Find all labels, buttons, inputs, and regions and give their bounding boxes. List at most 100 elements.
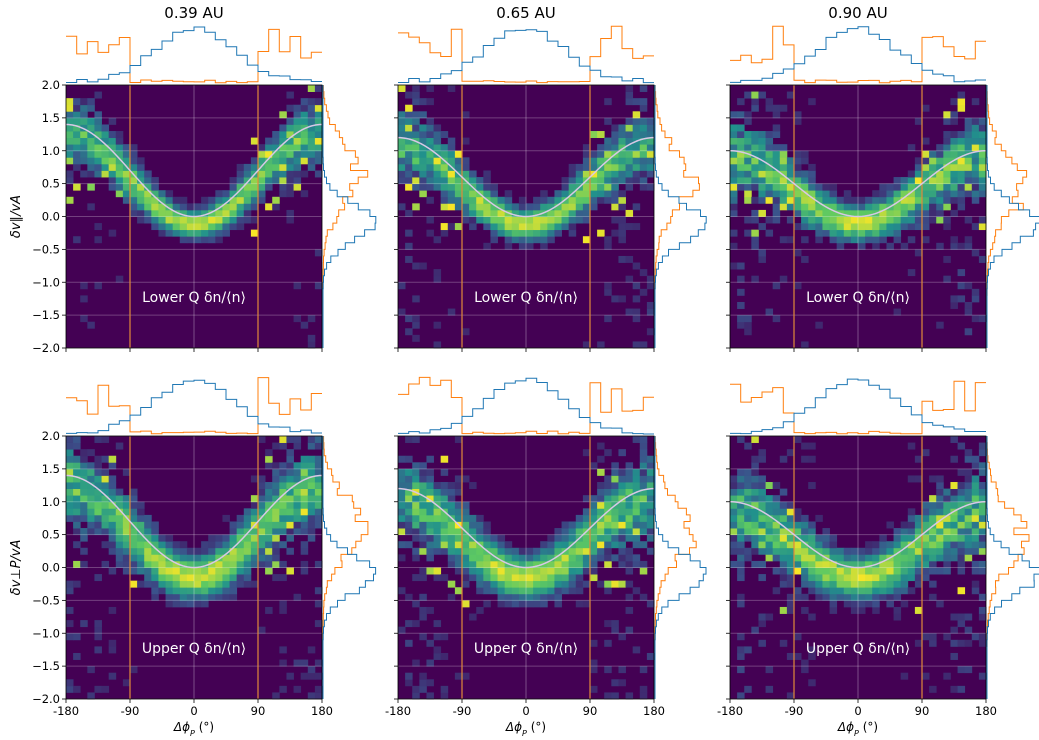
heatmap-cell <box>307 111 316 119</box>
heatmap-cell <box>236 541 245 549</box>
heatmap-cell <box>412 85 420 92</box>
heatmap-cell <box>179 574 188 582</box>
heatmap-cell <box>426 534 434 542</box>
heatmap-cell <box>737 111 745 119</box>
heatmap-cell <box>130 541 138 549</box>
heatmap-cell <box>829 196 838 204</box>
heatmap-cell <box>504 554 513 562</box>
heatmap-cell <box>554 534 562 542</box>
heatmap-cell <box>808 547 816 555</box>
heatmap-cell <box>611 508 619 516</box>
heatmap-cell <box>87 514 95 522</box>
heatmap-cell <box>957 203 966 211</box>
heatmap-cell <box>971 541 980 549</box>
heatmap-cell <box>73 514 81 522</box>
heatmap-cell <box>964 131 973 139</box>
heatmap-cell <box>744 111 752 119</box>
heatmap-cell <box>440 229 449 237</box>
heatmap-cell <box>66 508 74 516</box>
heatmap-cell <box>279 560 287 568</box>
heatmap-cell <box>815 514 823 522</box>
heatmap-cell <box>426 606 434 614</box>
heatmap-cell <box>815 190 823 198</box>
heatmap-cell <box>533 593 541 601</box>
heatmap-cell <box>272 137 280 145</box>
heatmap-cell <box>625 183 634 191</box>
heatmap-cell <box>179 587 188 595</box>
heatmap-cell <box>412 295 420 303</box>
heatmap-cell <box>73 104 81 112</box>
heatmap-cell <box>561 574 570 582</box>
heatmap-cell <box>80 282 88 290</box>
heatmap-cell <box>87 468 95 476</box>
heatmap-cell <box>978 137 987 145</box>
heatmap-cell <box>215 560 223 568</box>
heatmap-cell <box>307 508 316 516</box>
heatmap-cell <box>293 495 302 503</box>
heatmap-cell <box>836 587 845 595</box>
heatmap-cell <box>258 150 266 158</box>
heatmap-cell <box>843 574 852 582</box>
heatmap-cell <box>843 196 852 204</box>
heatmap-cell <box>272 462 280 470</box>
heatmap-cell <box>412 468 420 476</box>
heatmap-cell <box>568 203 577 211</box>
heatmap-cell <box>646 144 655 152</box>
heatmap-cell <box>801 547 809 555</box>
heatmap-cell <box>618 131 626 139</box>
heatmap-cell <box>490 587 498 595</box>
heatmap-cell <box>957 104 966 112</box>
heatmap-cell <box>151 216 159 224</box>
heatmap-cell <box>751 183 759 191</box>
heatmap-cell <box>454 196 463 204</box>
heatmap-cell <box>772 150 781 158</box>
heatmap-cell <box>554 547 562 555</box>
heatmap-cell <box>568 528 577 536</box>
heatmap-cell <box>172 574 181 582</box>
heatmap-cell <box>751 495 759 503</box>
heatmap-cell <box>476 177 484 185</box>
heatmap-cell <box>829 534 838 542</box>
panel-label: Lower Q δn/⟨n⟩ <box>142 290 246 306</box>
heatmap-cell <box>779 203 788 211</box>
heatmap-cell <box>504 216 513 224</box>
heatmap-cell <box>87 666 95 674</box>
heatmap-cell <box>87 203 95 211</box>
heatmap-cell <box>307 501 316 509</box>
heatmap-cell <box>314 144 323 152</box>
heatmap-cell <box>779 196 788 204</box>
panel-r1-c1: Lower Q δn/⟨n⟩−2.0−1.5−1.0−0.50.00.51.01… <box>9 26 377 355</box>
heatmap-cell <box>158 223 166 231</box>
heatmap-cell <box>447 190 456 198</box>
heatmap-cell <box>943 672 951 680</box>
heatmap-cell <box>943 111 951 119</box>
heatmap-cell <box>794 209 802 217</box>
heatmap-cell <box>243 521 252 529</box>
heatmap-cell <box>625 495 634 503</box>
heatmap-cell <box>950 295 958 303</box>
heatmap-cell <box>398 541 406 549</box>
heatmap-cell <box>936 495 944 503</box>
heatmap-cell <box>250 508 259 516</box>
heatmap-cell <box>879 547 887 555</box>
heatmap-cell <box>497 587 506 595</box>
heatmap-cell <box>765 131 774 139</box>
heatmap-cell <box>533 223 541 231</box>
heatmap-cell <box>454 547 463 555</box>
heatmap-cell <box>758 144 766 152</box>
heatmap-cell <box>625 117 634 125</box>
heatmap-cell <box>243 528 252 536</box>
model-curve <box>65 474 323 569</box>
heatmap-cell <box>907 508 916 516</box>
heatmap-cell <box>433 534 442 542</box>
heatmap-cell <box>426 659 434 667</box>
heatmap-cell <box>172 567 181 575</box>
heatmap-cell <box>476 560 484 568</box>
heatmap-cell <box>872 216 880 224</box>
heatmap-cell <box>907 177 916 185</box>
heatmap-cell <box>618 124 626 132</box>
heatmap-cell <box>286 150 294 158</box>
heatmap-cell <box>568 547 577 555</box>
heatmap-cell <box>730 209 738 217</box>
heatmap-cell <box>497 534 506 542</box>
